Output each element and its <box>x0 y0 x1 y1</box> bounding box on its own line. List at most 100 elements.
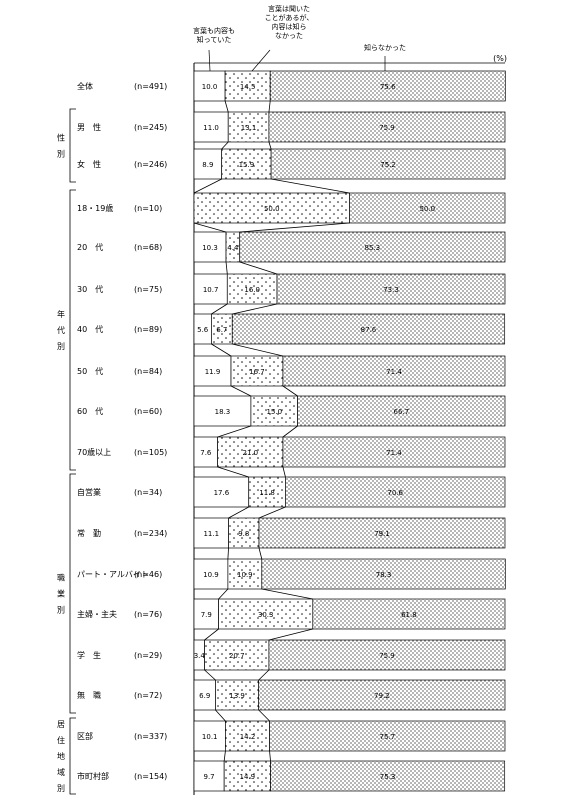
bar-segment <box>193 476 250 508</box>
bar-segment <box>193 720 226 752</box>
data-label: 61.8 <box>401 611 417 619</box>
bar-segment <box>268 639 506 671</box>
connector-line <box>268 100 271 113</box>
group-label-char: 職 <box>57 574 65 583</box>
data-label: 14.2 <box>240 733 256 741</box>
bar-segment <box>193 111 229 143</box>
connector-line <box>271 178 350 194</box>
connector-line <box>258 709 270 722</box>
row-labels-layer: 全体 (n=491) 男 性 (n=245) 女 性 (n=246) 18・19歳 (n=10… <box>77 81 167 781</box>
bar-segment <box>297 395 506 427</box>
row-n-label: (n=337) <box>134 732 167 741</box>
data-label: 6.9 <box>199 692 210 700</box>
connector-line <box>269 750 271 762</box>
series-header-label: なかった <box>275 32 303 40</box>
bars-layer <box>193 62 506 795</box>
row-label: 60 代 <box>77 406 103 416</box>
data-label: 75.3 <box>380 773 396 781</box>
bar-segment <box>282 436 506 468</box>
data-label: 73.3 <box>383 286 399 294</box>
row-label: 主婦・主夫 <box>77 609 117 619</box>
data-label: 21.0 <box>242 449 258 457</box>
row-label: 自営業 <box>77 487 101 497</box>
group-label-char: 年 <box>57 309 65 319</box>
row-label: 全体 <box>77 81 93 91</box>
connector-line <box>193 178 222 194</box>
data-label: 10.1 <box>202 733 218 741</box>
group-label-char: 居 <box>57 720 65 729</box>
bar-segment <box>258 517 506 549</box>
data-label: 6.7 <box>216 326 227 334</box>
data-label: 11.8 <box>259 489 275 497</box>
series-header-label: 知っていた <box>197 35 232 44</box>
connector-lines-layer <box>193 100 350 762</box>
data-label: 8.9 <box>202 161 213 169</box>
data-label: 10.3 <box>202 244 218 252</box>
bar-segment <box>270 760 506 792</box>
data-label: 3.4 <box>194 652 206 660</box>
row-label: 20 代 <box>77 242 103 252</box>
group-bracket <box>69 189 76 471</box>
bar-segment <box>204 639 270 671</box>
row-label: 男 性 <box>77 122 101 132</box>
bar-segment <box>221 148 272 180</box>
data-label: 50.0 <box>264 205 280 213</box>
data-label: 75.9 <box>379 652 395 660</box>
data-label: 16.0 <box>244 286 260 294</box>
connector-line <box>239 222 350 233</box>
row-n-label: (n=10) <box>134 204 162 213</box>
bar-segment <box>193 395 252 427</box>
bar-segment <box>193 273 228 305</box>
row-n-label: (n=60) <box>134 407 162 416</box>
unit-label: (%) <box>493 54 507 63</box>
data-label: 17.6 <box>214 489 230 497</box>
data-label: 10.0 <box>202 83 218 91</box>
data-label: 18.3 <box>215 408 231 416</box>
bar-segment <box>193 148 223 180</box>
data-label: 66.7 <box>393 408 409 416</box>
series-header-label: 言葉は聞いた <box>268 4 310 13</box>
bar-segment <box>239 231 506 263</box>
group-bracket <box>69 108 76 183</box>
data-label: 14.5 <box>240 83 256 91</box>
data-label: 13.1 <box>241 124 257 132</box>
row-n-label: (n=72) <box>134 691 162 700</box>
data-label: 7.9 <box>201 611 212 619</box>
data-label: 79.2 <box>374 692 390 700</box>
data-label: 16.7 <box>249 368 265 376</box>
row-n-label: (n=234) <box>134 529 167 538</box>
connector-line <box>282 466 286 478</box>
group-label-char: 業 <box>57 589 65 599</box>
series-header-label: ことがあるが、 <box>265 13 314 22</box>
data-label: 85.3 <box>365 244 381 252</box>
connector-line <box>232 343 284 357</box>
series-header-label: 知らなかった <box>364 43 406 52</box>
data-label: 75.9 <box>379 124 395 132</box>
data-label: 30.3 <box>258 611 274 619</box>
group-label-char: 別 <box>57 150 65 159</box>
bar-segment <box>268 111 506 143</box>
bar-segment <box>258 679 506 711</box>
connector-line <box>258 669 270 681</box>
row-label: 70歳以上 <box>77 447 111 457</box>
data-label: 10.9 <box>203 571 219 579</box>
connector-line <box>227 547 229 560</box>
row-label: パート・アルバイト <box>77 570 149 579</box>
bar-segment <box>269 70 506 102</box>
group-label-char: 地 <box>57 751 65 761</box>
group-label-char: 別 <box>57 342 65 351</box>
bar-segment <box>193 70 226 102</box>
row-label: 常 勤 <box>77 528 101 538</box>
row-n-label: (n=84) <box>134 367 162 376</box>
bar-segment <box>193 231 227 263</box>
data-label: 9.7 <box>204 773 215 781</box>
series-leader-line <box>208 49 211 72</box>
row-label: 区部 <box>77 731 93 741</box>
row-label: 50 代 <box>77 366 103 376</box>
data-label: 5.6 <box>197 326 209 334</box>
connector-line <box>239 261 278 275</box>
data-label: 13.9 <box>229 692 245 700</box>
